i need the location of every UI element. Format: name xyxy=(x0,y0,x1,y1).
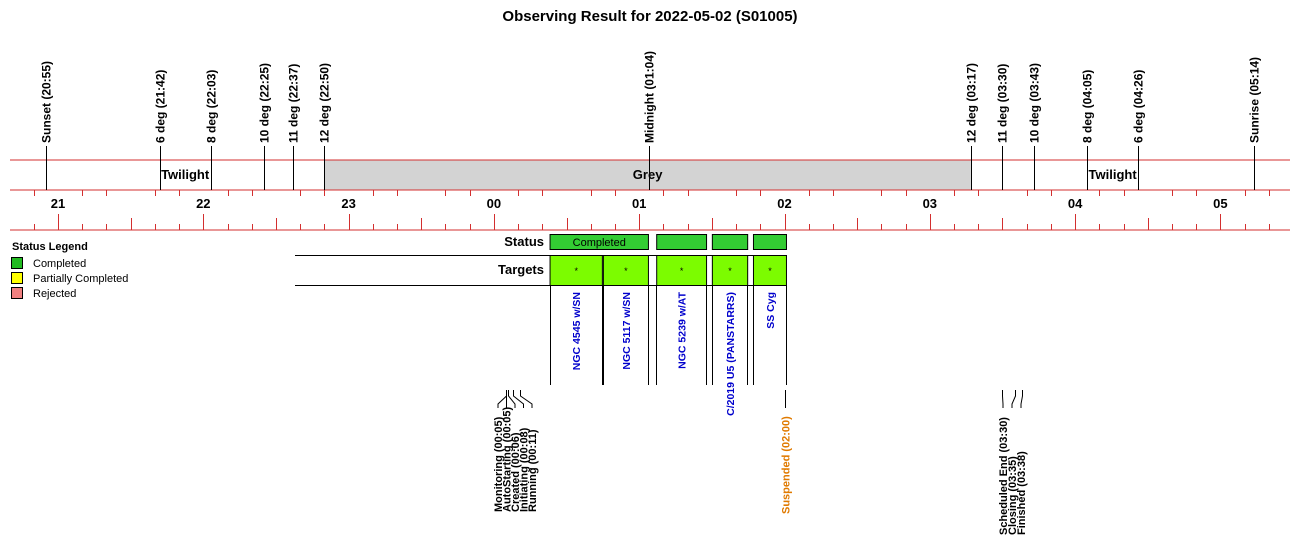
state-event-leader xyxy=(1011,390,1016,408)
twilight-events-layer: Sunset (20:55) 6 deg (21:42) 8 deg (22:03)… xyxy=(40,51,1262,190)
twilight-event-label: 11 deg (03:30) xyxy=(996,64,1010,143)
hour-tick-label: 01 xyxy=(632,196,646,211)
twilight-event-label: Sunrise (05:14) xyxy=(1248,57,1262,143)
target-block xyxy=(752,255,787,286)
status-block-label: Completed xyxy=(573,237,626,249)
twilight-event-label: 12 deg (22:50) xyxy=(318,63,332,143)
status-target-rows-layer: Status Targets Completed * NGC 4545 w/SN * NGC… xyxy=(295,234,787,416)
target-marker: * xyxy=(728,266,732,276)
state-event-leader xyxy=(1002,390,1004,408)
hour-tick-label: 22 xyxy=(196,196,210,211)
status-row-label: Status xyxy=(504,234,544,249)
status-block xyxy=(656,234,708,250)
hour-tick-label: 03 xyxy=(923,196,937,211)
legend-swatch xyxy=(11,257,23,269)
status-block xyxy=(752,234,787,250)
target-block xyxy=(656,255,708,286)
twilight-event-label: 12 deg (03:17) xyxy=(965,63,979,143)
state-event-leader xyxy=(520,390,533,408)
twilight-event-label: 10 deg (03:43) xyxy=(1028,63,1042,143)
targets-row-label: Targets xyxy=(498,262,544,277)
target-name: C/2019 U5 (PANSTARRS) xyxy=(725,292,737,416)
sky-band xyxy=(45,160,325,190)
twilight-event-label: 6 deg (21:42) xyxy=(154,70,168,143)
hour-tick-label: 05 xyxy=(1213,196,1227,211)
state-event-label: Initiating (00:08) xyxy=(519,427,531,512)
state-event-leader xyxy=(508,390,516,408)
target-marker: * xyxy=(680,266,684,276)
state-event-leader xyxy=(1020,390,1023,408)
state-event-label: Finished (03:38) xyxy=(1016,451,1028,535)
twilight-event-label: 8 deg (22:03) xyxy=(205,70,219,143)
sky-band-label: Grey xyxy=(633,167,663,182)
time-axis-layer: 21 22 23 00 01 02 03 04 05 xyxy=(34,190,1270,230)
target-name: NGC 5239 w/AT xyxy=(677,291,689,368)
target-name: SS Cyg xyxy=(765,292,777,329)
twilight-event-label: 10 deg (22:25) xyxy=(258,63,272,143)
target-block xyxy=(711,255,749,286)
chart-title: Observing Result for 2022-05-02 (S01005) xyxy=(502,8,797,25)
legend-title: Status Legend xyxy=(12,241,88,253)
legend-label: Completed xyxy=(33,258,86,270)
target-marker: * xyxy=(624,266,628,276)
state-event-label: Closing (03:35) xyxy=(1007,456,1019,535)
target-name: NGC 5117 w/SN xyxy=(621,292,633,370)
state-event-label-suspended: Suspended (02:00) xyxy=(781,416,793,514)
sky-band-label: Twilight xyxy=(1089,167,1138,182)
legend-label: Partially Completed xyxy=(33,273,128,285)
twilight-event-label: Midnight (01:04) xyxy=(643,51,657,143)
target-block xyxy=(549,255,603,286)
twilight-event-label: 11 deg (22:37) xyxy=(287,64,301,143)
state-event-label: AutoStarting (00:05) xyxy=(502,407,514,512)
legend-label: Rejected xyxy=(33,288,76,300)
twilight-event-label: Sunset (20:55) xyxy=(40,61,54,143)
state-event-label: Created (00:06) xyxy=(510,432,522,512)
legend-swatch xyxy=(11,272,23,284)
hour-tick-label: 23 xyxy=(341,196,355,211)
hour-tick-label: 04 xyxy=(1068,196,1083,211)
state-events-layer: Monitoring (00:05)AutoStarting (00:05)Cr… xyxy=(493,390,1028,535)
state-event-leader xyxy=(497,390,507,408)
state-event-label: Scheduled End (03:30) xyxy=(998,417,1010,535)
sky-band-label: Twilight xyxy=(161,167,210,182)
target-block xyxy=(602,255,649,286)
twilight-event-label: 6 deg (04:26) xyxy=(1132,70,1146,143)
sky-band xyxy=(970,160,1255,190)
sky-bands-layer: Twilight Grey Twilight xyxy=(10,159,1290,231)
hour-tick-label: 21 xyxy=(51,196,65,211)
target-name: NGC 4545 w/SN xyxy=(571,292,583,370)
status-legend: Status Legend Completed Partially Complete… xyxy=(11,241,128,300)
status-block xyxy=(711,234,749,250)
state-event-leader xyxy=(513,390,524,408)
sky-band xyxy=(324,160,971,190)
hour-tick-label: 02 xyxy=(777,196,791,211)
target-marker: * xyxy=(768,266,772,276)
state-event-label: Monitoring (00:05) xyxy=(493,416,505,512)
twilight-event-label: 8 deg (04:05) xyxy=(1081,70,1095,143)
target-marker: * xyxy=(574,266,578,276)
legend-swatch xyxy=(11,287,23,299)
state-event-label: Running (00:11) xyxy=(527,429,539,512)
status-block xyxy=(549,234,649,250)
hour-tick-label: 00 xyxy=(487,196,501,211)
